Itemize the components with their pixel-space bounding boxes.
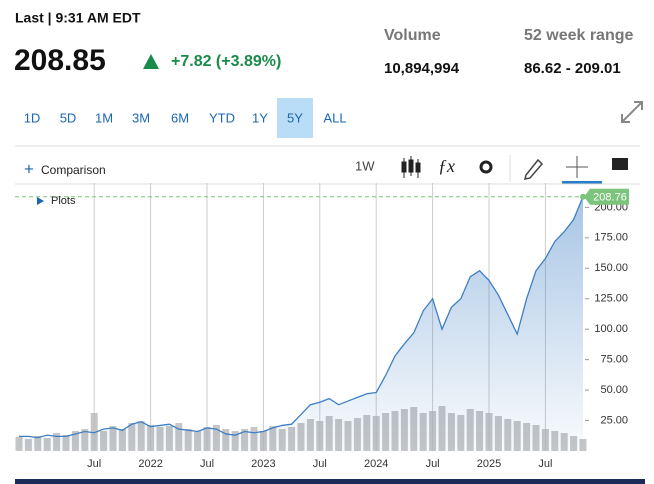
x-tick-label: Jul (538, 458, 552, 470)
y-tick-label: 100.00 (594, 323, 628, 335)
candle-icon[interactable] (401, 156, 421, 178)
range-active (277, 98, 313, 138)
studies-icon[interactable]: ƒx (438, 156, 455, 176)
last-tag (584, 188, 629, 205)
y-tick-label: 125.00 (594, 293, 628, 305)
range-button[interactable]: 3M (132, 110, 150, 125)
x-tick-label: Jul (313, 458, 327, 470)
volume: 10,894,994 (384, 60, 460, 77)
plots-arrow[interactable] (37, 197, 44, 205)
range-button[interactable]: 6M (171, 110, 189, 125)
y-tick-label: 150.00 (594, 262, 628, 274)
comment-icon[interactable] (612, 158, 628, 170)
y-tick-label: 175.00 (594, 232, 628, 244)
range-button[interactable]: 1D (24, 110, 41, 125)
last-label: 208.76 (593, 192, 627, 204)
plots[interactable]: Plots (51, 195, 76, 207)
draw-icon[interactable] (523, 158, 544, 180)
x-tick-label: 2023 (251, 458, 275, 470)
settings-icon[interactable] (479, 160, 493, 174)
range-button[interactable]: 5D (60, 110, 77, 125)
footer-bar (15, 479, 645, 484)
range-button[interactable]: ALL (323, 110, 346, 125)
range-button[interactable]: YTD (209, 110, 235, 125)
y-tick-label: 75.00 (600, 354, 628, 366)
range-label: 52 week range (524, 27, 634, 44)
x-tick-label: 2025 (477, 458, 501, 470)
range-button[interactable]: 5Y (287, 110, 303, 125)
price-line (19, 196, 584, 439)
range: 86.62 - 209.01 (524, 60, 621, 77)
up-arrow (143, 54, 159, 69)
comparison[interactable]: Comparison (41, 163, 106, 177)
price-area (19, 196, 583, 451)
change: +7.82 (+3.89%) (171, 53, 281, 70)
last-point (580, 193, 586, 200)
active-tab (562, 181, 602, 184)
range-button[interactable]: 1M (95, 110, 113, 125)
range-button[interactable]: 1Y (252, 110, 268, 125)
x-tick-label: 2024 (364, 458, 388, 470)
price: 208.85 (14, 44, 106, 77)
y-tick-label: 50.00 (600, 384, 628, 396)
volume-label: Volume (384, 27, 441, 44)
x-tick-label: Jul (87, 458, 101, 470)
volume-bar (90, 413, 98, 451)
crosshair-icon[interactable] (566, 156, 588, 178)
comparison-plus[interactable]: + (24, 159, 34, 178)
chart: Jul 2022 Jul 2023 Jul 2024 Jul 2025 Jul 25.00 50.0… (15, 183, 629, 470)
range-buttons: 1D 5D 1M 3M 6M YTD 1Y 5Y ALL (24, 98, 347, 138)
x-tick-label: 2022 (138, 458, 162, 470)
x-tick-label: Jul (200, 458, 214, 470)
interval[interactable]: 1W (355, 158, 375, 173)
status: Last | 9:31 AM EDT (15, 10, 141, 26)
x-tick-label: Jul (426, 458, 440, 470)
y-tick-label: 25.00 (600, 414, 628, 426)
expand-icon[interactable] (621, 101, 643, 123)
